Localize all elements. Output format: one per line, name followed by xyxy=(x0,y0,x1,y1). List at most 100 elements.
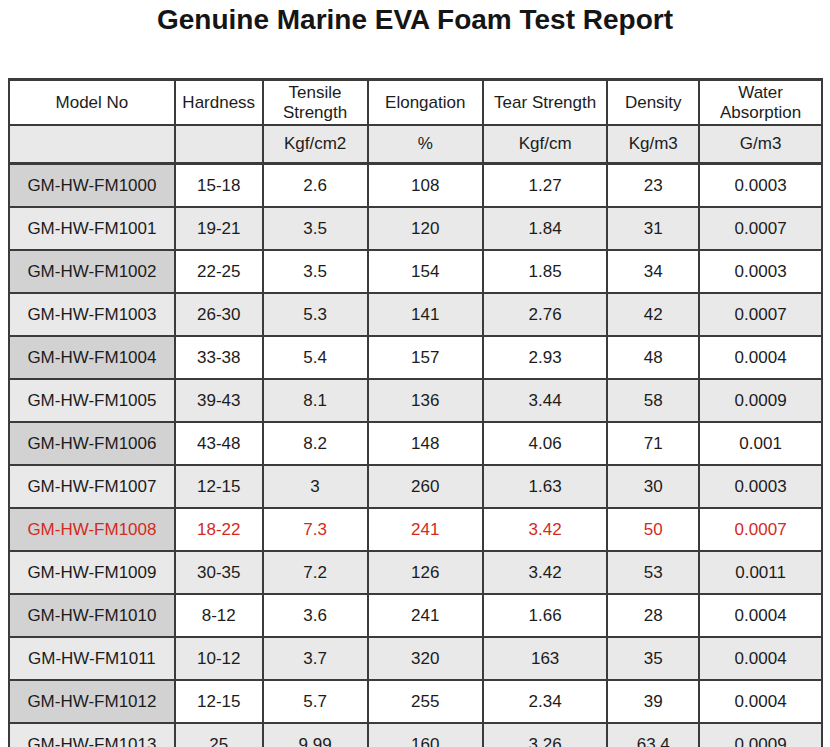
col-header-hardness: Hardness xyxy=(175,80,263,126)
water-cell: 0.0003 xyxy=(699,250,822,293)
tensile-cell: 8.1 xyxy=(263,379,368,422)
hardness-cell: 12-15 xyxy=(175,465,263,508)
table-row: GM-HW-FM100119-213.51201.84310.0007 xyxy=(9,207,822,250)
tear-cell: 1.84 xyxy=(483,207,607,250)
model-cell: GM-HW-FM1010 xyxy=(9,594,175,637)
tensile-cell: 8.2 xyxy=(263,422,368,465)
table-row: GM-HW-FM1013259.991603.2663.40.0009 xyxy=(9,723,822,747)
density-cell: 50 xyxy=(607,508,699,551)
model-cell: GM-HW-FM1001 xyxy=(9,207,175,250)
table-row: GM-HW-FM100433-385.41572.93480.0004 xyxy=(9,336,822,379)
report-page: Genuine Marine EVA Foam Test Report Mode… xyxy=(0,4,830,747)
table-row: GM-HW-FM10108-123.62411.66280.0004 xyxy=(9,594,822,637)
table-row: GM-HW-FM100539-438.11363.44580.0009 xyxy=(9,379,822,422)
water-cell: 0.0004 xyxy=(699,594,822,637)
header-row: Model No Hardness Tensile Strength Elong… xyxy=(9,80,822,126)
density-cell: 48 xyxy=(607,336,699,379)
elongation-cell: 141 xyxy=(368,293,483,336)
density-cell: 71 xyxy=(607,422,699,465)
model-cell: GM-HW-FM1007 xyxy=(9,465,175,508)
hardness-cell: 43-48 xyxy=(175,422,263,465)
tensile-cell: 3.5 xyxy=(263,250,368,293)
model-cell: GM-HW-FM1006 xyxy=(9,422,175,465)
water-cell: 0.001 xyxy=(699,422,822,465)
table-row: GM-HW-FM100818-227.32413.42500.0007 xyxy=(9,508,822,551)
table-row: GM-HW-FM100930-357.21263.42530.0011 xyxy=(9,551,822,594)
water-cell: 0.0007 xyxy=(699,293,822,336)
density-cell: 23 xyxy=(607,164,699,208)
tear-cell: 4.06 xyxy=(483,422,607,465)
tear-cell: 1.63 xyxy=(483,465,607,508)
tear-cell: 2.93 xyxy=(483,336,607,379)
hardness-cell: 15-18 xyxy=(175,164,263,208)
model-cell: GM-HW-FM1009 xyxy=(9,551,175,594)
hardness-cell: 12-15 xyxy=(175,680,263,723)
tear-cell: 1.27 xyxy=(483,164,607,208)
density-cell: 35 xyxy=(607,637,699,680)
unit-tear-strength: Kgf/cm xyxy=(483,125,607,164)
tensile-cell: 3.7 xyxy=(263,637,368,680)
tensile-cell: 5.7 xyxy=(263,680,368,723)
elongation-cell: 160 xyxy=(368,723,483,747)
model-cell: GM-HW-FM1013 xyxy=(9,723,175,747)
col-header-tear-strength: Tear Strength xyxy=(483,80,607,126)
table-row: GM-HW-FM100643-488.21484.06710.001 xyxy=(9,422,822,465)
tensile-cell: 3.6 xyxy=(263,594,368,637)
col-header-water-absorption: Water Absorption xyxy=(699,80,822,126)
density-cell: 42 xyxy=(607,293,699,336)
tensile-cell: 5.4 xyxy=(263,336,368,379)
density-cell: 63.4 xyxy=(607,723,699,747)
page-title: Genuine Marine EVA Foam Test Report xyxy=(0,4,830,36)
tensile-cell: 7.3 xyxy=(263,508,368,551)
hardness-cell: 10-12 xyxy=(175,637,263,680)
elongation-cell: 320 xyxy=(368,637,483,680)
table-row: GM-HW-FM100326-305.31412.76420.0007 xyxy=(9,293,822,336)
model-cell: GM-HW-FM1000 xyxy=(9,164,175,208)
unit-hardness xyxy=(175,125,263,164)
unit-elongation: % xyxy=(368,125,483,164)
tensile-cell: 3.5 xyxy=(263,207,368,250)
hardness-cell: 19-21 xyxy=(175,207,263,250)
water-cell: 0.0011 xyxy=(699,551,822,594)
model-cell: GM-HW-FM1011 xyxy=(9,637,175,680)
tear-cell: 163 xyxy=(483,637,607,680)
density-cell: 30 xyxy=(607,465,699,508)
col-header-elongation: Elongation xyxy=(368,80,483,126)
tear-cell: 3.26 xyxy=(483,723,607,747)
density-cell: 53 xyxy=(607,551,699,594)
tensile-cell: 5.3 xyxy=(263,293,368,336)
elongation-cell: 148 xyxy=(368,422,483,465)
hardness-cell: 8-12 xyxy=(175,594,263,637)
elongation-cell: 154 xyxy=(368,250,483,293)
unit-model-no xyxy=(9,125,175,164)
table-body: GM-HW-FM100015-182.61081.27230.0003GM-HW… xyxy=(9,164,822,747)
tensile-cell: 2.6 xyxy=(263,164,368,208)
unit-water-absorption: G/m3 xyxy=(699,125,822,164)
density-cell: 28 xyxy=(607,594,699,637)
elongation-cell: 255 xyxy=(368,680,483,723)
units-row: Kgf/cm2 % Kgf/cm Kg/m3 G/m3 xyxy=(9,125,822,164)
elongation-cell: 241 xyxy=(368,508,483,551)
elongation-cell: 241 xyxy=(368,594,483,637)
hardness-cell: 22-25 xyxy=(175,250,263,293)
tear-cell: 1.85 xyxy=(483,250,607,293)
water-cell: 0.0003 xyxy=(699,164,822,208)
density-cell: 34 xyxy=(607,250,699,293)
col-header-density: Density xyxy=(607,80,699,126)
tear-cell: 1.66 xyxy=(483,594,607,637)
water-cell: 0.0003 xyxy=(699,465,822,508)
elongation-cell: 260 xyxy=(368,465,483,508)
water-cell: 0.0007 xyxy=(699,508,822,551)
col-header-tensile-strength: Tensile Strength xyxy=(263,80,368,126)
elongation-cell: 126 xyxy=(368,551,483,594)
tensile-cell: 3 xyxy=(263,465,368,508)
density-cell: 31 xyxy=(607,207,699,250)
elongation-cell: 120 xyxy=(368,207,483,250)
elongation-cell: 136 xyxy=(368,379,483,422)
density-cell: 58 xyxy=(607,379,699,422)
col-header-model-no: Model No xyxy=(9,80,175,126)
table-row: GM-HW-FM100015-182.61081.27230.0003 xyxy=(9,164,822,208)
hardness-cell: 30-35 xyxy=(175,551,263,594)
water-cell: 0.0004 xyxy=(699,680,822,723)
water-cell: 0.0007 xyxy=(699,207,822,250)
